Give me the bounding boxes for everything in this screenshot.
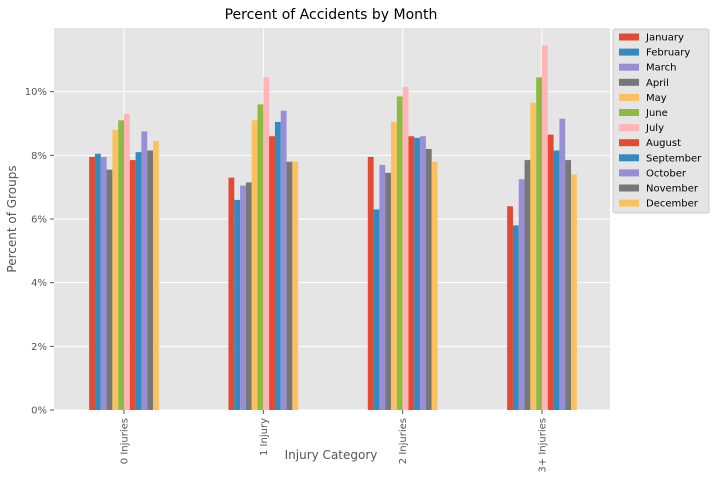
legend-swatch (619, 169, 639, 177)
legend-label: July (645, 123, 664, 134)
legend-label: October (646, 168, 687, 179)
legend-label: March (646, 63, 676, 74)
bar (292, 161, 299, 410)
bar (274, 121, 281, 411)
bar (391, 121, 397, 411)
bar (385, 172, 392, 410)
legend-label: June (645, 108, 668, 119)
bar (512, 225, 519, 410)
bar (263, 77, 270, 410)
bar (234, 199, 241, 410)
legend-label: December (646, 199, 699, 210)
legend-label: August (646, 138, 681, 149)
bar (536, 77, 542, 410)
bar (507, 206, 513, 410)
bar (559, 118, 566, 410)
bar (402, 86, 409, 411)
legend-swatch (619, 139, 639, 147)
legend-swatch (619, 124, 639, 132)
bar (257, 104, 264, 411)
bar (153, 141, 159, 410)
bar (124, 113, 130, 410)
bar (553, 150, 560, 410)
bar (408, 136, 415, 410)
bar (106, 169, 113, 410)
bars (89, 45, 577, 411)
bar (118, 120, 124, 411)
bar (414, 137, 421, 410)
x-tick-label: 0 Injuries (120, 418, 131, 464)
bar (280, 110, 287, 411)
bar (518, 179, 525, 410)
bar (89, 156, 95, 410)
bar (379, 164, 386, 410)
x-tick-label: 2 Injuries (398, 418, 409, 464)
legend-label: January (645, 33, 684, 44)
bar (524, 160, 531, 410)
bar (420, 136, 426, 410)
bar (571, 174, 577, 410)
legend-swatch (619, 78, 639, 86)
y-tick-label: 8% (31, 151, 47, 162)
legend-label: April (646, 78, 669, 89)
bar (367, 156, 374, 410)
bar (251, 120, 258, 411)
x-axis-ticks: 0 Injuries 1 Injury 2 Injuries 3+ Injuries (120, 410, 548, 473)
legend-swatch (619, 63, 639, 71)
bar (94, 153, 101, 410)
legend-label: November (646, 184, 699, 195)
bar (396, 96, 403, 411)
y-tick-label: 10% (25, 87, 47, 98)
legend-swatch (619, 199, 639, 207)
y-tick-label: 6% (31, 215, 47, 226)
legend-swatch (619, 48, 639, 56)
y-axis-ticks: 0% 2% 4% 6% 8% 10% (25, 87, 54, 417)
y-tick-label: 4% (31, 278, 47, 289)
chart-title: Percent of Accidents by Month (225, 7, 438, 23)
bar (228, 177, 235, 410)
bar (147, 150, 154, 410)
bar (245, 182, 252, 410)
bar (100, 156, 107, 410)
legend-swatch (619, 109, 639, 116)
legend-swatch (619, 154, 639, 162)
bar (141, 131, 148, 411)
bar (129, 160, 136, 410)
bar (373, 209, 380, 410)
y-tick-label: 2% (31, 342, 47, 353)
bar (112, 129, 119, 410)
legend-swatch (619, 184, 639, 192)
bar (425, 148, 432, 410)
legend-box (612, 28, 710, 214)
bar (431, 161, 438, 410)
legend-swatch (619, 33, 639, 41)
bar (286, 161, 293, 410)
bar (530, 102, 537, 410)
bar (547, 134, 554, 410)
x-tick-label: 3+ Injuries (537, 418, 548, 473)
legend-label: May (646, 93, 667, 104)
y-tick-label: 0% (31, 406, 47, 417)
legend-swatch (619, 93, 639, 101)
legend-label: September (646, 153, 702, 164)
bar (135, 152, 142, 410)
x-axis-label: Injury Category (285, 448, 378, 462)
bar (269, 136, 275, 410)
x-tick-label: 1 Injury (259, 418, 270, 456)
legend-label: February (646, 48, 690, 59)
bar (565, 160, 572, 410)
bar (541, 45, 548, 411)
legend: January February March April May June July Augu… (612, 28, 710, 214)
bar (240, 185, 246, 410)
y-axis-label: Percent of Groups (5, 165, 19, 272)
